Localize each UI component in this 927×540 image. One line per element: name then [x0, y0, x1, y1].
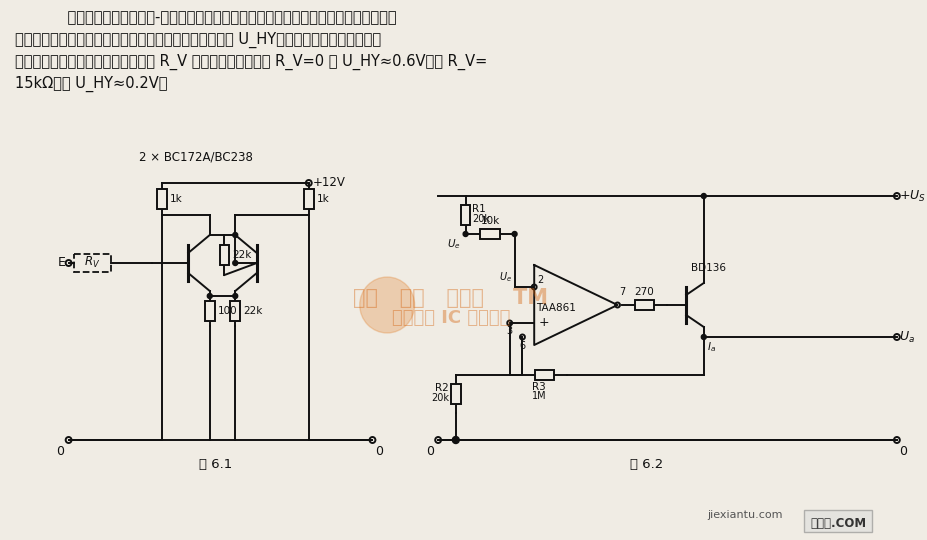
Bar: [303, 189, 313, 209]
Circle shape: [233, 233, 237, 238]
Bar: [803, 510, 871, 532]
Bar: [451, 384, 460, 404]
Bar: [230, 301, 240, 321]
Text: 100: 100: [217, 306, 237, 316]
Text: $I_a$: $I_a$: [706, 340, 715, 354]
Text: 杭州   缝库   电子网    TM: 杭州 缝库 电子网 TM: [353, 288, 548, 308]
Text: 2 × BC172A/BC238: 2 × BC172A/BC238: [139, 150, 253, 163]
Text: $U_e$: $U_e$: [498, 270, 511, 284]
Text: 270: 270: [634, 287, 654, 297]
Circle shape: [701, 334, 705, 340]
Text: 20k: 20k: [430, 393, 449, 403]
Bar: [157, 189, 167, 209]
Text: jiexiantu.com: jiexiantu.com: [706, 510, 781, 520]
Text: 7: 7: [619, 287, 625, 297]
Bar: [534, 370, 553, 380]
Bar: [205, 301, 214, 321]
Text: 图 6.2: 图 6.2: [629, 458, 663, 471]
Circle shape: [512, 232, 516, 237]
Text: +: +: [538, 316, 548, 329]
Text: 22k: 22k: [243, 306, 262, 316]
Bar: [634, 300, 654, 310]
Text: $R_V$: $R_V$: [84, 254, 100, 269]
Text: 采用施密特触发器作模-数转换器，其输出决定于输入信号大小且仅有两种状态。在输: 采用施密特触发器作模-数转换器，其输出决定于输入信号大小且仅有两种状态。在输: [49, 10, 396, 25]
Text: 6: 6: [519, 341, 525, 351]
Text: 0: 0: [375, 445, 383, 458]
Bar: [460, 205, 470, 225]
Text: 1k: 1k: [316, 194, 329, 204]
Text: R3: R3: [532, 382, 545, 392]
Circle shape: [463, 232, 467, 237]
Circle shape: [207, 294, 212, 299]
Circle shape: [360, 277, 414, 333]
Text: BD136: BD136: [691, 263, 725, 273]
Text: R1: R1: [472, 204, 486, 214]
Text: 3: 3: [506, 326, 513, 336]
Text: E: E: [57, 256, 66, 269]
Text: 体管的阀値电压而改变，并且同电阵 R_V 大小有关。如本例中 R_V=0 则 U_HY≈0.6V；如 R_V=: 体管的阀値电压而改变，并且同电阵 R_V 大小有关。如本例中 R_V=0 则 U…: [15, 54, 487, 70]
Text: 20k: 20k: [472, 214, 490, 224]
Text: 入电压上升和下降换接时间之间的电压差値称为滞环电压 U_HY，其大小可以通过改变左晶: 入电压上升和下降换接时间之间的电压差値称为滞环电压 U_HY，其大小可以通过改变…: [15, 32, 380, 48]
Text: 全球最大 IC 采购网站: 全球最大 IC 采购网站: [391, 309, 510, 327]
Bar: [220, 245, 229, 265]
Text: 2: 2: [537, 275, 543, 285]
Text: 1M: 1M: [532, 391, 546, 401]
Text: $U_e$: $U_e$: [447, 237, 460, 251]
Text: 0: 0: [425, 445, 434, 458]
Circle shape: [701, 193, 705, 199]
Circle shape: [233, 294, 237, 299]
Text: 0: 0: [56, 445, 64, 458]
Circle shape: [451, 436, 459, 443]
Text: 接线图.COM: 接线图.COM: [809, 517, 865, 530]
Text: 1k: 1k: [170, 194, 182, 204]
Text: 15kΩ，则 U_HY≈0.2V。: 15kΩ，则 U_HY≈0.2V。: [15, 76, 167, 92]
Circle shape: [233, 260, 237, 266]
Text: $+U_S$: $+U_S$: [898, 188, 925, 204]
Bar: [73, 254, 110, 272]
Text: TAA861: TAA861: [535, 303, 575, 313]
Text: 图 6.1: 图 6.1: [198, 458, 232, 471]
Bar: [480, 229, 500, 239]
Text: 22k: 22k: [232, 250, 251, 260]
Text: R2: R2: [435, 383, 449, 393]
Text: 10k: 10k: [480, 216, 499, 226]
Text: +12V: +12V: [312, 177, 345, 190]
Text: 0: 0: [898, 445, 906, 458]
Text: $U_a$: $U_a$: [898, 329, 914, 345]
